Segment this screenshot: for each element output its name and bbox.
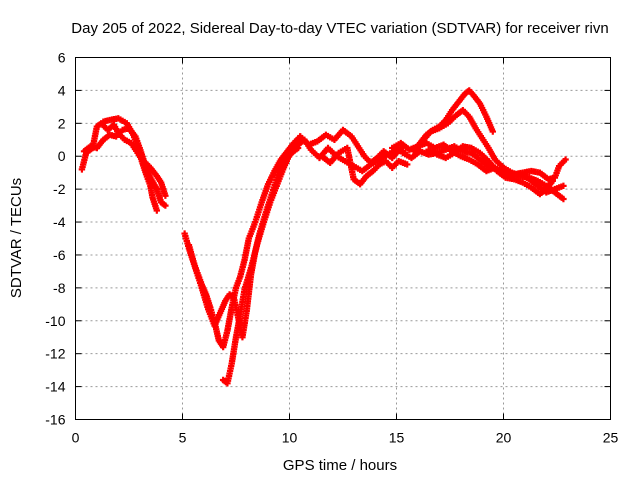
- x-tick-label: 20: [496, 430, 512, 446]
- plot-frame: [75, 57, 611, 420]
- y-tick-label: 0: [58, 148, 66, 164]
- data-point: [562, 156, 569, 163]
- y-tick-label: 4: [58, 82, 66, 98]
- y-tick-label: -10: [45, 313, 65, 329]
- data-point: [489, 128, 496, 135]
- y-tick-label: -2: [53, 181, 66, 197]
- x-tick-label: 25: [603, 430, 619, 446]
- data-point: [560, 195, 567, 203]
- x-tick-labels: 0 5 10 15 20 25: [72, 430, 619, 446]
- x-tick-label: 10: [282, 430, 298, 446]
- series-sat-i: [318, 144, 411, 188]
- chart-title: Day 205 of 2022, Sidereal Day-to-day VTE…: [71, 20, 608, 37]
- y-axis-label: SDTVAR / TECUs: [8, 178, 25, 298]
- x-tick-label: 5: [179, 430, 187, 446]
- series-sat-l: [410, 87, 496, 155]
- y-tick-label: 2: [58, 115, 66, 131]
- x-tick-label: 15: [389, 430, 405, 446]
- axis-ticks: [75, 57, 611, 420]
- x-tick-label: 0: [72, 430, 80, 446]
- x-axis-label: GPS time / hours: [283, 457, 397, 474]
- grid: [75, 57, 611, 420]
- y-tick-label: -12: [45, 346, 65, 362]
- data-point: [549, 177, 556, 185]
- data-point: [153, 207, 161, 214]
- series-sat-k: [399, 143, 569, 183]
- series-sat-h: [297, 126, 404, 167]
- data-point: [560, 182, 567, 190]
- series-sat-f: [219, 138, 306, 387]
- data-series-group: [78, 87, 569, 387]
- y-tick-label: -16: [45, 412, 65, 428]
- y-tick-label: -6: [53, 247, 66, 263]
- data-point: [162, 192, 169, 199]
- y-tick-label: 6: [58, 50, 66, 66]
- series-sat-m: [418, 106, 567, 203]
- data-point: [162, 202, 169, 209]
- y-tick-labels: -16 -14 -12 -10 -8 -6 -4 -2 0 2 4 6: [45, 50, 65, 428]
- series-sat-n: [425, 143, 556, 198]
- y-tick-label: -14: [45, 379, 65, 395]
- series-sat-c: [100, 115, 161, 214]
- y-tick-label: -4: [53, 214, 66, 230]
- data-point: [404, 161, 411, 168]
- y-tick-label: -8: [53, 280, 66, 296]
